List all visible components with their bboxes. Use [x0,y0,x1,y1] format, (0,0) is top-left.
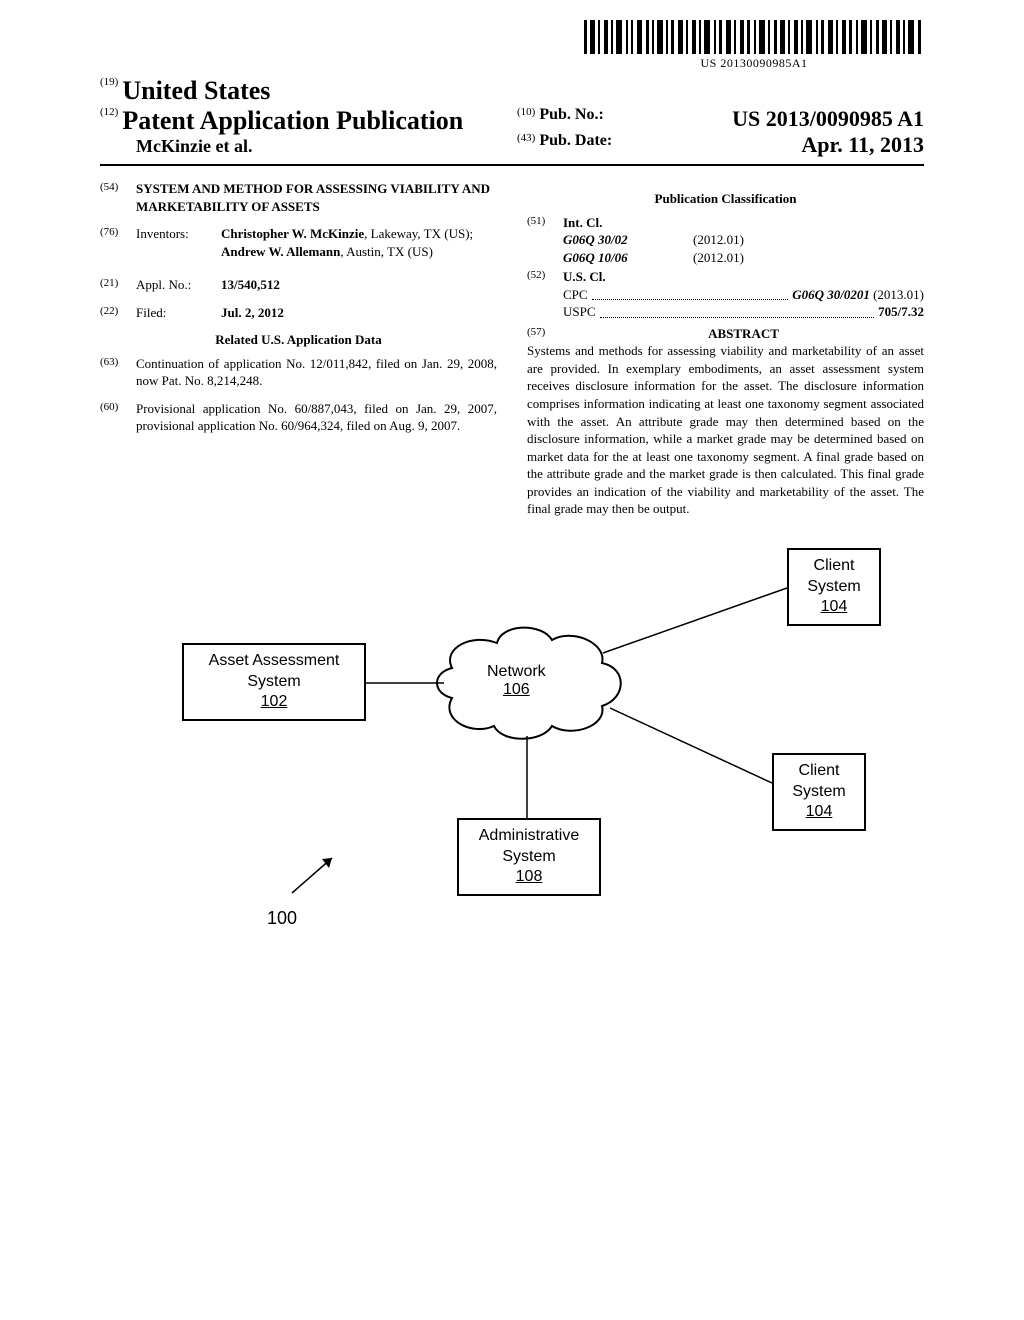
inventors-body: Christopher W. McKinzie, Lakeway, TX (US… [221,225,497,260]
barcode-area: US 20130090985A1 [100,20,924,72]
filed: Jul. 2, 2012 [221,304,497,322]
node-ref: 106 [487,681,546,699]
uscl-label: U.S. Cl. [563,268,924,286]
intcl-2-ver: (2012.01) [693,249,744,267]
left-column: (54) SYSTEM AND METHOD FOR ASSESSING VIA… [100,180,497,518]
node-client-1: Client System 104 [787,548,881,626]
abstract-text: Systems and methods for assessing viabil… [527,342,924,517]
pubno-code: (10) [517,106,535,118]
prov-code: (60) [100,400,136,435]
abstract-label: ABSTRACT [563,325,924,343]
cpc-label: CPC [563,286,588,304]
applno-code: (21) [100,276,136,294]
authors: McKinzie et al. [100,136,507,157]
uscl-code: (52) [527,268,563,321]
abstract-code: (57) [527,325,563,343]
barcode: US 20130090985A1 [584,20,924,71]
title-code: (54) [100,180,136,215]
patent-page: US 20130090985A1 (19) United States (12)… [0,0,1024,1008]
dotted-line [592,289,789,300]
cpc-val: G06Q 30/0201 [792,286,870,304]
intcl-1-code: G06Q 30/02 [563,231,693,249]
applno-label: Appl. No.: [136,276,221,294]
inventor-2: Andrew W. Allemann [221,244,340,259]
node-ref: 108 [469,867,589,888]
header-right: (10) Pub. No.: US 2013/0090985 A1 (43) P… [507,76,924,158]
pubdate: Apr. 11, 2013 [801,132,924,158]
provisional-text: Provisional application No. 60/887,043, … [136,400,497,435]
barcode-text: US 20130090985A1 [584,56,924,71]
node-label: Client [784,761,854,782]
pubdate-code: (43) [517,132,535,144]
node-asset: Asset Assessment System 102 [182,643,366,721]
pubno: US 2013/0090985 A1 [732,106,924,132]
inventor-1: Christopher W. McKinzie [221,226,364,241]
inventors-code: (76) [100,225,136,260]
pubtype-code: (12) [100,106,118,118]
barcode-icon [584,20,924,54]
cont-code: (63) [100,355,136,390]
filed-code: (22) [100,304,136,322]
node-label: System [194,672,354,693]
country-code: (19) [100,76,118,88]
node-ref: 102 [194,692,354,713]
header-left: (19) United States (12) Patent Applicati… [100,76,507,157]
applno: 13/540,512 [221,276,497,294]
related-heading: Related U.S. Application Data [100,331,497,349]
node-ref: 104 [784,802,854,823]
filed-label: Filed: [136,304,221,322]
body-columns: (54) SYSTEM AND METHOD FOR ASSESSING VIA… [100,180,924,518]
node-admin: Administrative System 108 [457,818,601,896]
node-label: System [784,782,854,803]
node-label: Asset Assessment [194,651,354,672]
node-client-2: Client System 104 [772,753,866,831]
intcl-2-code: G06Q 10/06 [563,249,693,267]
node-label: System [469,847,589,868]
figure-ref-label: 100 [267,908,297,929]
uspc-val: 705/7.32 [878,303,924,321]
header: (19) United States (12) Patent Applicati… [100,76,924,158]
pubtype: Patent Application Publication [122,106,463,135]
node-label: Network [487,663,546,681]
intcl-label: Int. Cl. [563,214,924,232]
invention-title: SYSTEM AND METHOD FOR ASSESSING VIABILIT… [136,180,497,215]
node-label: System [799,577,869,598]
class-heading: Publication Classification [527,190,924,208]
node-label: Client [799,556,869,577]
country: United States [122,76,270,105]
pubdate-label: Pub. Date: [539,132,612,149]
divider [100,164,924,166]
intcl-1-ver: (2012.01) [693,231,744,249]
cpc-ver: (2013.01) [873,286,924,304]
intcl-code: (51) [527,214,563,267]
node-label: Administrative [469,826,589,847]
continuation-text: Continuation of application No. 12/011,8… [136,355,497,390]
node-ref: 104 [799,597,869,618]
figure-1: Asset Assessment System 102 Network 106 … [132,548,892,968]
dotted-line [600,307,875,318]
pubno-label: Pub. No.: [539,106,603,123]
inventors-label: Inventors: [136,225,221,260]
uspc-label: USPC [563,303,596,321]
node-network: Network 106 [487,663,546,699]
right-column: Publication Classification (51) Int. Cl.… [527,180,924,518]
